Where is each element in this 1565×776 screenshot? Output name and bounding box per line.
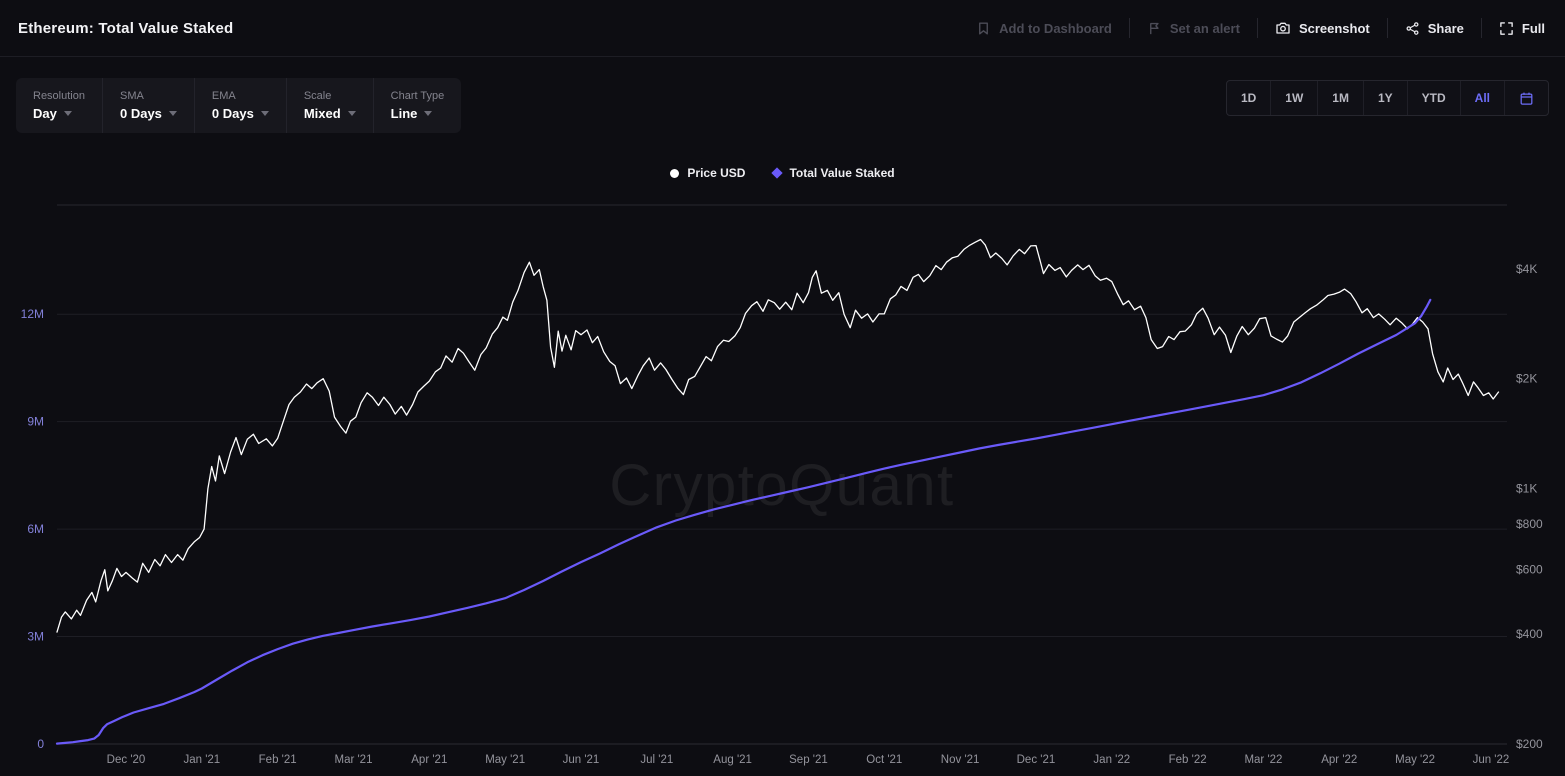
y-axis-left-label: 6M [27,522,44,536]
share-icon [1406,21,1419,35]
chart-controls: Resolution Day SMA 0 Days EMA 0 Days Sca… [16,78,462,133]
range-selector: 1D 1W 1M 1Y YTD All [1225,80,1549,116]
x-axis-label: Aug '21 [713,754,752,766]
y-axis-right-label: $200 [1516,737,1543,751]
circle-marker-icon [670,168,680,178]
x-axis-label: Apr '21 [411,754,447,766]
camera-icon [1276,22,1290,34]
range-1y-button[interactable]: 1Y [1362,81,1407,115]
share-button[interactable]: Share [1403,17,1466,40]
chevron-down-icon [424,111,433,116]
y-axis-left-label: 9M [27,415,44,429]
control-label: Chart Type [390,90,445,102]
control-ema[interactable]: EMA 0 Days [195,78,287,133]
y-axis-right-label: $2K [1516,372,1537,386]
y-axis-right-label: $800 [1516,517,1543,531]
x-axis-label: Feb '22 [1169,754,1207,766]
x-axis-label: Mar '21 [334,754,372,766]
chart-legend: Price USD Total Value Staked [0,166,1565,180]
header-divider [1256,18,1258,38]
control-label: SMA [119,90,144,102]
y-axis-left-label: 0 [37,737,44,751]
control-scale[interactable]: Scale Mixed [287,78,374,133]
y-axis-right-label: $1K [1516,482,1537,496]
x-axis-label: Dec '20 [107,754,146,766]
chevron-down-icon [347,111,356,116]
chevron-down-icon [63,111,72,116]
calendar-icon [1520,92,1533,105]
series-price-usd [56,238,1500,633]
range-ytd-button[interactable]: YTD [1406,81,1460,115]
series-total-value-staked [55,298,1432,745]
page-title: Ethereum: Total Value Staked [18,19,234,37]
set-alert-button[interactable]: Set an alert [1145,17,1242,40]
control-sma[interactable]: SMA 0 Days [103,78,195,133]
header-divider [1480,18,1482,38]
control-label: Scale [303,90,332,102]
x-axis-label: Oct '21 [866,754,902,766]
x-axis-label: May '22 [1395,754,1435,766]
chevron-down-icon [260,111,269,116]
chevron-down-icon [168,111,177,116]
y-axis-left-label: 3M [27,630,44,644]
control-label: EMA [211,90,236,102]
alert-flag-icon [1149,22,1159,34]
range-1m-button[interactable]: 1M [1317,81,1363,115]
y-axis-left-label: 12M [21,307,44,321]
range-all-button[interactable]: All [1459,81,1504,115]
control-resolution[interactable]: Resolution Day [16,78,103,133]
y-axis-right-label: $400 [1516,627,1543,641]
legend-item-total-value-staked[interactable]: Total Value Staked [771,166,895,180]
header: Ethereum: Total Value Staked Add to Dash… [0,0,1565,57]
x-axis-label: Jan '22 [1093,754,1130,766]
x-axis-label: Jun '22 [1473,754,1510,766]
calendar-button[interactable] [1504,81,1548,115]
x-axis-label: May '21 [485,754,525,766]
share-label: Share [1427,20,1464,36]
control-value: Mixed [303,106,341,121]
range-1d-button[interactable]: 1D [1227,81,1270,115]
add-to-dashboard-label: Add to Dashboard [999,20,1112,36]
set-alert-label: Set an alert [1169,20,1240,36]
add-to-dashboard-button[interactable]: Add to Dashboard [974,17,1114,40]
control-value: 0 Days [211,106,254,121]
diamond-marker-icon [771,167,784,179]
x-axis-label: Nov '21 [941,754,980,766]
x-axis-label: Jun '21 [563,754,600,766]
bookmark-icon [979,22,989,34]
control-label: Resolution [33,90,85,102]
header-divider [1386,18,1388,38]
x-axis-label: Dec '21 [1017,754,1056,766]
header-divider [1128,18,1130,38]
range-1w-button[interactable]: 1W [1270,81,1317,115]
fullscreen-button[interactable]: Full [1497,17,1547,40]
legend-label: Price USD [687,166,746,180]
header-actions: Add to Dashboard Set an alert Screenshot… [974,16,1547,40]
y-axis-right-label: $4K [1516,262,1537,276]
control-value: Line [390,106,418,121]
x-axis-label: Mar '22 [1244,754,1282,766]
x-axis-label: Apr '22 [1321,754,1357,766]
x-axis-label: Feb '21 [259,754,297,766]
legend-item-price-usd[interactable]: Price USD [670,166,745,180]
expand-icon [1500,21,1513,35]
screenshot-button[interactable]: Screenshot [1273,16,1372,40]
control-value: 0 Days [119,106,162,121]
x-axis-label: Jul '21 [640,754,673,766]
y-axis-right-label: $600 [1516,563,1543,577]
watermark: CryptoQuant [609,453,954,518]
fullscreen-label: Full [1521,20,1545,36]
legend-label: Total Value Staked [789,166,895,180]
x-axis-label: Jan '21 [183,754,220,766]
control-chart-type[interactable]: Chart Type Line [374,78,462,133]
control-value: Day [33,106,57,121]
x-axis-label: Sep '21 [789,754,828,766]
screenshot-label: Screenshot [1298,20,1370,36]
